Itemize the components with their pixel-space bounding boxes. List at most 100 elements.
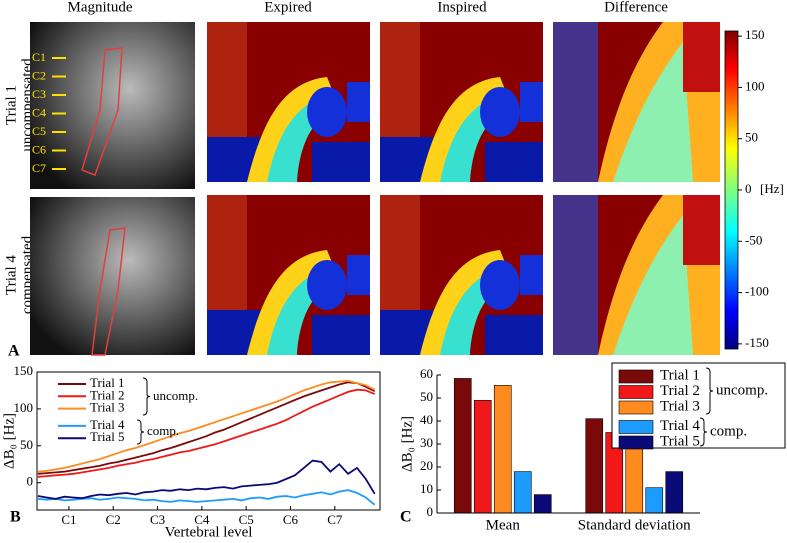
legend-swatch (618, 369, 654, 384)
inspired-map (380, 195, 543, 355)
legend-label: Trial 4 (90, 417, 125, 432)
panel-label: C (400, 509, 412, 526)
series-line (37, 489, 376, 506)
legend-label: Trial 2 (660, 383, 700, 399)
x-tick-label: C3 (150, 512, 165, 527)
colorbar-tick-label: -100 (745, 284, 769, 299)
bar (533, 494, 552, 514)
row-title-line: Trial 1 (3, 85, 19, 125)
legend-swatch (618, 400, 654, 415)
legend-group-label: comp. (147, 423, 179, 438)
x-tick-label: C4 (194, 512, 210, 527)
legend-brace (705, 367, 714, 415)
y-tick-label: 0 (27, 474, 34, 489)
colorbar-tick-label: -150 (745, 335, 769, 350)
y-tick-label: 30 (420, 435, 433, 450)
row-title-line: Trial 4 (3, 255, 19, 295)
bar (585, 418, 604, 514)
column-title: Expired (264, 0, 312, 15)
legend-brace (136, 419, 145, 445)
legend-label: Trial 5 (660, 433, 700, 449)
y-tick-label: 50 (20, 437, 33, 452)
expired-map (207, 195, 370, 355)
series-line (37, 388, 376, 478)
series-line (37, 381, 376, 475)
column-title: Magnitude (68, 0, 133, 15)
panel-a: Magnitude Expired Inspired Difference Tr… (3, 0, 783, 360)
bar-chart: 0 10 20 30 40 50 60 Mean Standard deviation Trial… (399, 362, 786, 533)
vertebra-label: C4 (32, 105, 46, 119)
y-tick-label: 20 (420, 458, 433, 473)
vertebra-label: C1 (32, 50, 46, 64)
bar (493, 385, 512, 514)
legend-label: Trial 4 (660, 418, 700, 434)
x-tick-label: Standard deviation (578, 517, 691, 533)
legend-label: Trial 1 (660, 367, 700, 383)
colorbar (724, 30, 739, 350)
column-title: Difference (604, 0, 668, 15)
x-tick-label: C1 (61, 512, 76, 527)
legend-swatch (618, 420, 654, 434)
colorbar-tick-label: 50 (745, 130, 758, 145)
legend-group-label: comp. (710, 423, 747, 439)
difference-map (553, 195, 720, 355)
legend-label: Trial 3 (90, 400, 125, 415)
magnitude-image (30, 22, 195, 189)
y-axis-title: ΔB₀ [Hz] (399, 416, 415, 472)
x-tick-label: C7 (327, 512, 343, 527)
y-tick-label: 40 (420, 412, 433, 427)
colorbar-tick-label: -50 (745, 232, 762, 247)
legend-swatch (618, 435, 654, 450)
cord-outline (91, 227, 126, 356)
x-tick-label: Mean (486, 517, 521, 533)
y-tick-label: 100 (14, 400, 34, 415)
cord-outline (81, 47, 123, 176)
y-tick-label: 10 (420, 481, 433, 496)
legend-label: Trial 3 (660, 398, 700, 414)
difference-map (553, 22, 720, 182)
panel-label: B (10, 509, 21, 526)
legend-label: Trial 1 (90, 375, 125, 390)
column-title: Inspired (437, 0, 487, 15)
legend-label: Trial 2 (90, 387, 125, 402)
colorbar-tick-label: 150 (745, 27, 765, 42)
y-axis-title: ΔB₀ [Hz] (1, 413, 17, 469)
bar (473, 399, 492, 514)
colorbar-ticks: 150 100 50 0 [Hz] -50 -100 -150 (738, 27, 784, 350)
series-line (37, 459, 376, 500)
legend-label: Trial 5 (90, 429, 125, 444)
y-tick-label: 150 (14, 363, 34, 378)
legend-brace (699, 417, 708, 447)
y-tick-label: 60 (420, 366, 433, 381)
magnitude-image (30, 197, 195, 355)
vertebra-labels: C1 C2 C3 C4 C5 C6 C7 (32, 50, 66, 175)
x-tick-label: C2 (106, 512, 121, 527)
bar (453, 378, 472, 514)
bar (665, 471, 684, 514)
inspired-map (380, 22, 543, 182)
series-line (37, 379, 376, 473)
legend-group-label: uncomp. (716, 382, 768, 398)
legend-group-label: uncomp. (153, 388, 198, 403)
panel-label: A (8, 343, 20, 360)
y-tick-label: 0 (427, 504, 434, 519)
vertebra-label: C5 (32, 124, 46, 138)
x-tick-label: C6 (283, 512, 299, 527)
bar (513, 471, 532, 514)
vertebra-label: C7 (32, 161, 46, 175)
legend-brace (142, 377, 151, 416)
colorbar-tick-label: 0 (745, 181, 752, 196)
expired-map (207, 22, 370, 182)
bar (645, 487, 664, 514)
x-axis-title: Vertebral level (165, 524, 253, 540)
colorbar-tick-label: 100 (745, 78, 765, 93)
x-tick-label: C5 (239, 512, 254, 527)
plot-frame (36, 371, 381, 511)
vertebra-label: C6 (32, 142, 46, 156)
colorbar-unit: [Hz] (760, 181, 784, 196)
vertebra-label: C3 (32, 87, 46, 101)
vertebra-label: C2 (32, 68, 46, 82)
legend-swatch (618, 385, 654, 399)
